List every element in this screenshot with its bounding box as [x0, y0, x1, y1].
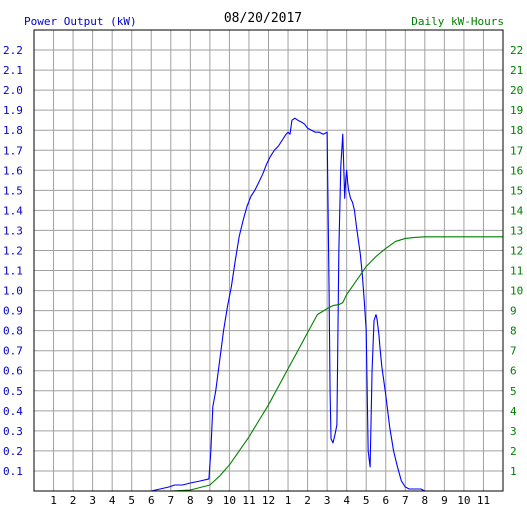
x-tick-label: 1	[50, 494, 57, 507]
left-tick-label: 0.3	[3, 425, 23, 438]
left-tick-label: 1.1	[3, 265, 23, 278]
series-line-daily-kwh	[170, 236, 503, 492]
x-tick-label: 5	[363, 494, 370, 507]
series-layer	[151, 117, 503, 492]
right-tick-label: 2	[510, 445, 517, 458]
left-tick-label: 1.6	[3, 164, 23, 177]
x-tick-label: 11	[242, 494, 255, 507]
right-tick-label: 4	[510, 405, 517, 418]
x-tick-label: 7	[402, 494, 409, 507]
x-tick-label: 9	[207, 494, 214, 507]
left-axis-title: Power Output (kW)	[24, 15, 137, 28]
left-tick-label: 1.0	[3, 285, 23, 298]
right-tick-label: 13	[510, 224, 523, 237]
x-tick-label: 10	[223, 494, 236, 507]
right-tick-label: 20	[510, 84, 523, 97]
x-tick-label: 10	[457, 494, 470, 507]
right-tick-label: 14	[510, 204, 524, 217]
left-tick-label: 1.8	[3, 124, 23, 137]
x-tick-label: 7	[167, 494, 174, 507]
right-tick-label: 12	[510, 244, 523, 257]
x-tick-label: 9	[441, 494, 448, 507]
x-tick-label: 2	[70, 494, 77, 507]
tick-labels: 1 2 3 4 5 6 7 8 9 10 11 12 1 2 3 4 5 6 7 8 9 10 110.10.20.30.4…	[3, 44, 524, 507]
left-tick-label: 1.9	[3, 104, 23, 117]
right-axis-title: Daily kW-Hours	[411, 15, 504, 28]
right-tick-label: 5	[510, 385, 517, 398]
left-tick-label: 1.2	[3, 244, 23, 257]
right-tick-label: 6	[510, 365, 517, 378]
right-tick-label: 7	[510, 345, 517, 358]
left-tick-label: 0.1	[3, 465, 23, 478]
left-tick-label: 1.3	[3, 224, 23, 237]
x-tick-label: 2	[304, 494, 311, 507]
right-tick-label: 1	[510, 465, 517, 478]
right-tick-label: 21	[510, 64, 523, 77]
x-tick-label: 6	[148, 494, 155, 507]
x-tick-label: 4	[343, 494, 350, 507]
left-tick-label: 1.5	[3, 184, 23, 197]
left-tick-label: 0.7	[3, 345, 23, 358]
left-tick-label: 0.9	[3, 305, 23, 318]
x-tick-label: 8	[422, 494, 429, 507]
left-tick-label: 1.4	[3, 204, 23, 217]
x-tick-label: 6	[382, 494, 389, 507]
left-tick-label: 2.2	[3, 44, 23, 57]
x-tick-label: 8	[187, 494, 194, 507]
x-tick-label: 5	[128, 494, 135, 507]
x-tick-label: 3	[89, 494, 96, 507]
right-tick-label: 16	[510, 164, 523, 177]
x-tick-label: 11	[477, 494, 490, 507]
right-tick-label: 19	[510, 104, 523, 117]
grid	[34, 30, 503, 491]
chart-title-date: 08/20/2017	[224, 11, 302, 26]
right-tick-label: 22	[510, 44, 523, 57]
left-tick-label: 2.1	[3, 64, 23, 77]
right-tick-label: 10	[510, 285, 523, 298]
x-tick-label: 1	[285, 494, 292, 507]
right-tick-label: 3	[510, 425, 517, 438]
plot-frame	[33, 29, 504, 492]
right-tick-label: 15	[510, 184, 523, 197]
right-tick-label: 8	[510, 325, 517, 338]
series-line-power-output	[151, 117, 435, 492]
right-tick-label: 18	[510, 124, 523, 137]
right-tick-label: 17	[510, 144, 523, 157]
left-tick-label: 0.6	[3, 365, 23, 378]
left-tick-label: 0.8	[3, 325, 23, 338]
right-tick-label: 9	[510, 305, 517, 318]
right-tick-label: 11	[510, 265, 523, 278]
left-tick-label: 0.5	[3, 385, 23, 398]
left-tick-label: 0.4	[3, 405, 23, 418]
left-tick-label: 2.0	[3, 84, 23, 97]
x-tick-label: 12	[262, 494, 275, 507]
left-tick-label: 1.7	[3, 144, 23, 157]
x-tick-label: 4	[109, 494, 116, 507]
x-tick-label: 3	[324, 494, 331, 507]
left-tick-label: 0.2	[3, 445, 23, 458]
